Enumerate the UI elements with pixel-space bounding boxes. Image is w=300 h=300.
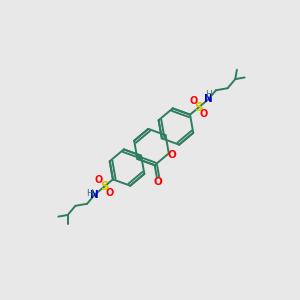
Text: O: O — [153, 177, 162, 188]
Text: O: O — [106, 188, 114, 198]
Text: S: S — [194, 101, 203, 114]
Text: N: N — [90, 190, 99, 200]
Text: O: O — [95, 175, 103, 185]
Text: O: O — [189, 96, 197, 106]
Text: S: S — [100, 180, 109, 193]
Text: O: O — [168, 150, 177, 160]
Text: H: H — [205, 89, 211, 98]
Text: N: N — [204, 94, 213, 104]
Text: O: O — [200, 109, 208, 119]
Text: H: H — [86, 189, 93, 198]
